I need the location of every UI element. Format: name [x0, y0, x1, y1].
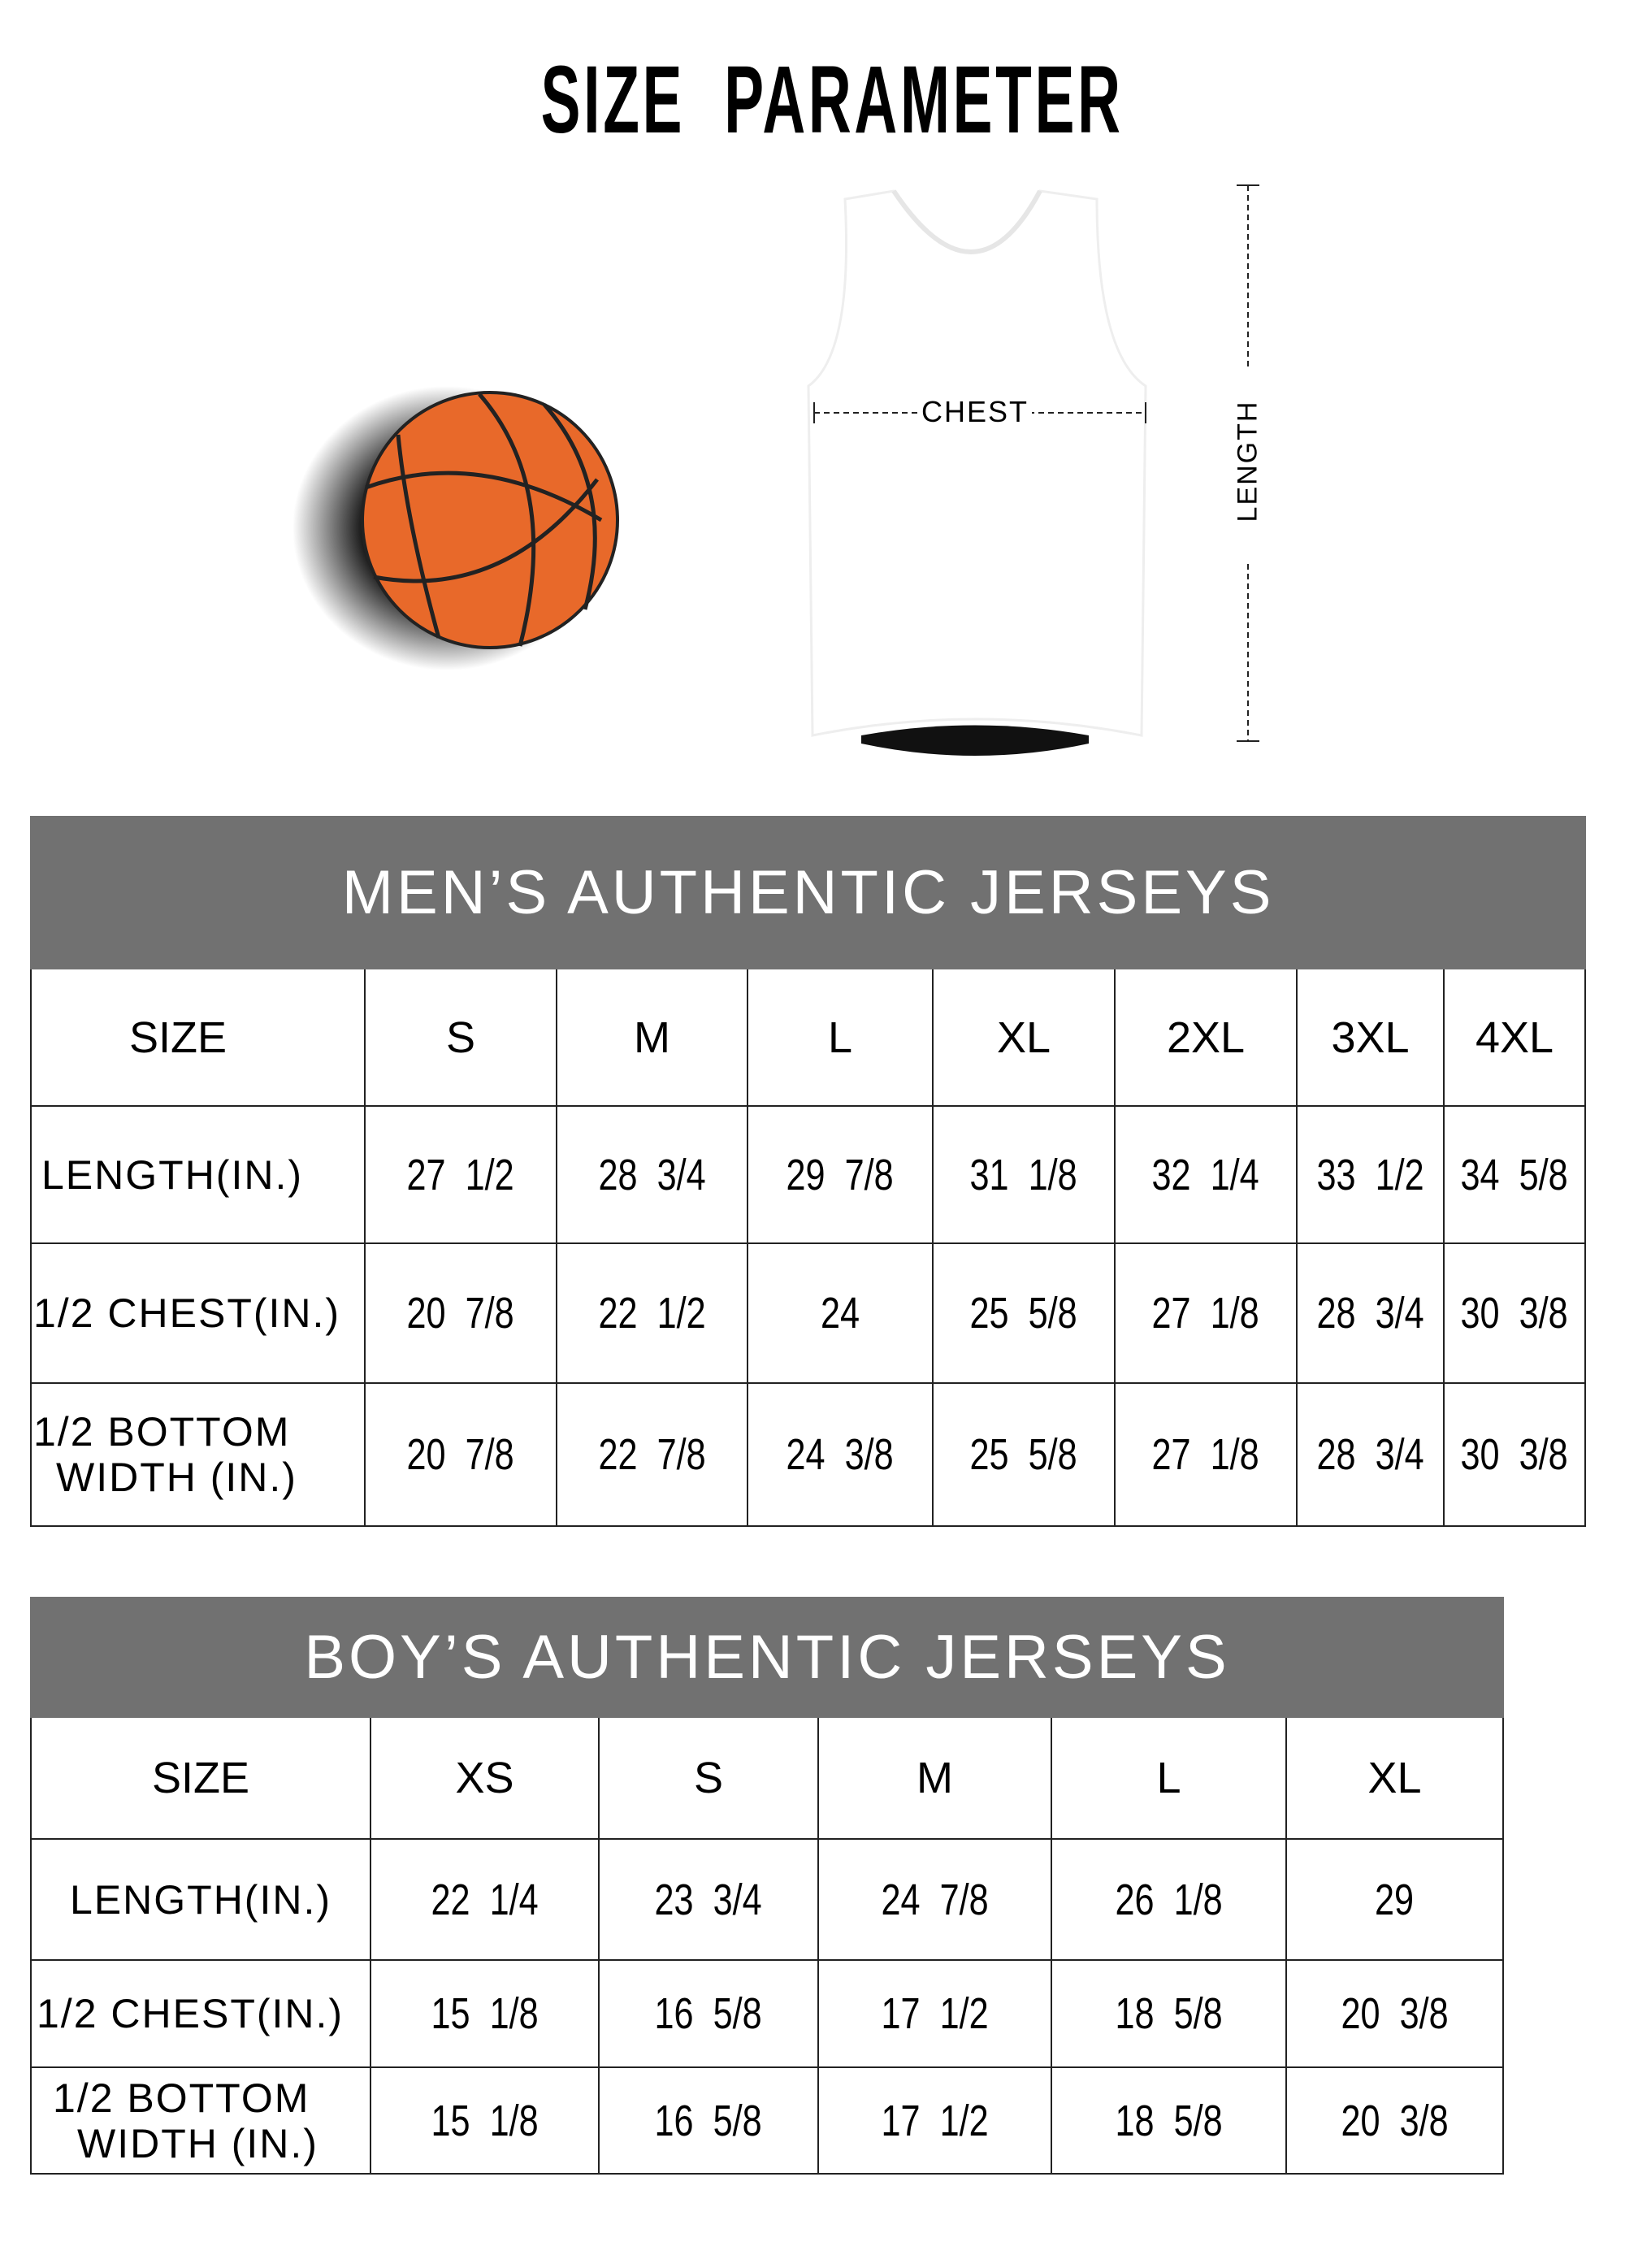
cell: 16 5/8	[598, 2066, 819, 2175]
size-col: 2XL	[1114, 968, 1298, 1107]
cell: 20 7/8	[364, 1242, 557, 1384]
row-label: 1/2 BOTTOM WIDTH (IN.)	[30, 1382, 366, 1527]
length-measure-line	[1237, 184, 1259, 742]
size-col: M	[556, 968, 748, 1107]
cell: 26 1/8	[1051, 1838, 1287, 1961]
size-col: S	[364, 968, 557, 1107]
page-title: SIZE PARAMETER	[540, 46, 1124, 154]
size-col: S	[598, 1716, 819, 1840]
length-label: LENGTH	[1232, 400, 1263, 523]
cell: 28 3/4	[1296, 1382, 1445, 1527]
cell: 32 1/4	[1114, 1105, 1298, 1244]
table-row: 1/2 BOTTOM WIDTH (IN.) 15 1/8 16 5/8 17 1…	[30, 2066, 1505, 2175]
table-row: 1/2 CHEST(IN.) 15 1/8 16 5/8 17 1/2 18 5…	[30, 1959, 1505, 2068]
cell: 29 7/8	[747, 1105, 934, 1244]
table-row: SIZE XS S M L XL	[30, 1716, 1505, 1840]
cell: 30 3/8	[1442, 1382, 1587, 1527]
mens-table-heading: MEN’S AUTHENTIC JERSEYS	[29, 816, 1587, 969]
cell: 27 1/8	[1114, 1382, 1298, 1527]
size-col: L	[1051, 1716, 1287, 1840]
cell: 22 1/4	[370, 1838, 600, 1961]
cell: 31 1/8	[932, 1105, 1116, 1244]
row-label: LENGTH(IN.)	[30, 1105, 366, 1244]
table-row: 1/2 CHEST(IN.) 20 7/8 22 1/2 24 25 5/8 2…	[30, 1242, 1587, 1384]
cell: 25 5/8	[932, 1382, 1116, 1527]
cell: 29	[1285, 1838, 1505, 1961]
chest-label: CHEST	[918, 395, 1033, 429]
cell: 34 5/8	[1442, 1105, 1587, 1244]
cell: 17 1/2	[817, 2066, 1052, 2175]
size-col: M	[817, 1716, 1052, 1840]
size-header: SIZE	[30, 968, 366, 1107]
cell: 16 5/8	[598, 1959, 819, 2068]
row-label: LENGTH(IN.)	[30, 1838, 371, 1961]
cell: 28 3/4	[1296, 1242, 1445, 1384]
size-col: 3XL	[1296, 968, 1445, 1107]
table-row: SIZE S M L XL 2XL 3XL 4XL	[30, 968, 1587, 1107]
cell: 22 7/8	[556, 1382, 748, 1527]
cell: 24 3/8	[747, 1382, 934, 1527]
cell: 23 3/4	[598, 1838, 819, 1961]
cell: 24 7/8	[817, 1838, 1052, 1961]
size-col: XS	[370, 1716, 600, 1840]
cell: 18 5/8	[1051, 2066, 1287, 2175]
cell: 15 1/8	[370, 1959, 600, 2068]
cell: 20 7/8	[364, 1382, 557, 1527]
cell: 30 3/8	[1442, 1242, 1587, 1384]
cell: 18 5/8	[1051, 1959, 1287, 2068]
boys-table-heading: BOY’S AUTHENTIC JERSEYS	[29, 1597, 1505, 1718]
size-col: XL	[932, 968, 1116, 1107]
mens-size-table: MEN’S AUTHENTIC JERSEYS SIZE S M L XL 2X…	[29, 816, 1587, 1527]
size-header: SIZE	[30, 1716, 371, 1840]
cell: 24	[747, 1242, 934, 1384]
cell: 22 1/2	[556, 1242, 748, 1384]
cell: 25 5/8	[932, 1242, 1116, 1384]
cell: 27 1/2	[364, 1105, 557, 1244]
cell: 20 3/8	[1285, 1959, 1505, 2068]
size-col: 4XL	[1442, 968, 1587, 1107]
table-row: LENGTH(IN.) 22 1/4 23 3/4 24 7/8 26 1/8 …	[30, 1838, 1505, 1961]
cell: 28 3/4	[556, 1105, 748, 1244]
cell: 27 1/8	[1114, 1242, 1298, 1384]
row-label: 1/2 CHEST(IN.)	[30, 1959, 371, 2068]
cell: 33 1/2	[1296, 1105, 1445, 1244]
row-label: 1/2 CHEST(IN.)	[30, 1242, 366, 1384]
jersey-illustration	[807, 189, 1147, 756]
size-col: L	[747, 968, 934, 1107]
table-row: 1/2 BOTTOM WIDTH (IN.) 20 7/8 22 7/8 24 …	[30, 1382, 1587, 1527]
row-label: 1/2 BOTTOM WIDTH (IN.)	[30, 2066, 371, 2175]
basketball-icon	[292, 386, 619, 670]
size-col: XL	[1285, 1716, 1505, 1840]
cell: 15 1/8	[370, 2066, 600, 2175]
table-row: LENGTH(IN.) 27 1/2 28 3/4 29 7/8 31 1/8 …	[30, 1105, 1587, 1244]
cell: 17 1/2	[817, 1959, 1052, 2068]
boys-size-table: BOY’S AUTHENTIC JERSEYS SIZE XS S M L XL…	[29, 1597, 1505, 2175]
cell: 20 3/8	[1285, 2066, 1505, 2175]
